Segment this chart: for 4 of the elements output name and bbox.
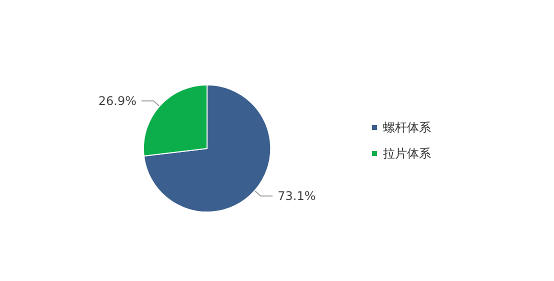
data-label: 26.9%	[98, 94, 136, 108]
legend-label: 螺杆体系	[383, 120, 431, 134]
data-label: 73.1%	[278, 188, 316, 203]
legend-label: 拉片体系	[383, 146, 431, 160]
